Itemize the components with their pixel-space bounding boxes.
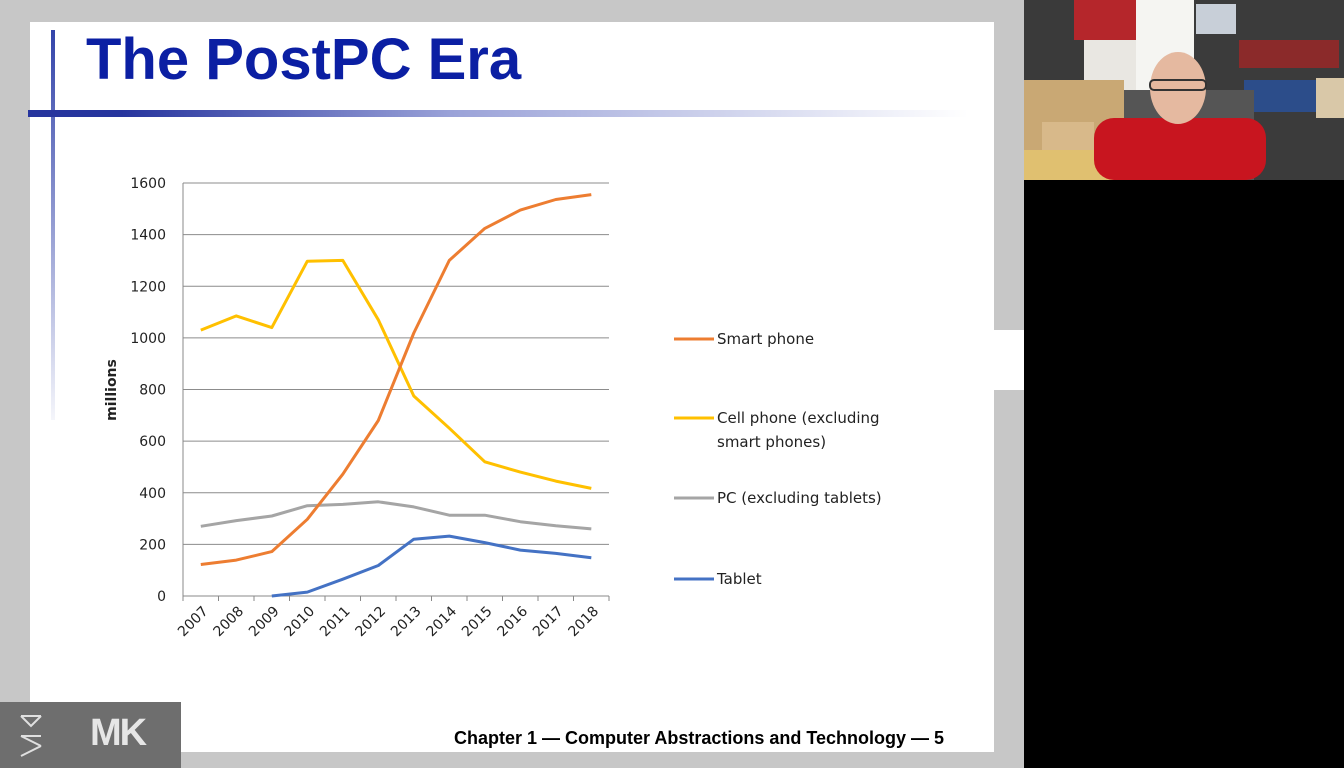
legend-label: Smart phone: [717, 330, 814, 348]
x-tick-label: 2011: [317, 604, 354, 641]
series-line: [200, 258, 592, 490]
x-tick-label: 2012: [353, 604, 390, 641]
publisher-logo: MK: [90, 712, 147, 754]
series-line: [200, 500, 592, 531]
x-tick-label: 2010: [282, 604, 319, 641]
x-tick-label: 2013: [388, 604, 425, 641]
y-tick-label: 1400: [130, 228, 166, 244]
x-tick-label: 2016: [495, 603, 532, 640]
x-tick-label: 2017: [530, 604, 567, 641]
y-tick-label: 1600: [130, 176, 166, 192]
legend-label: Tablet: [716, 570, 762, 588]
line-chart: 0 200 400 600 800 1000 1200 1400 1600 20072008200…: [104, 176, 882, 641]
title-vertical-bar: [51, 30, 55, 420]
slide-footer: Chapter 1 — Computer Abstractions and Te…: [454, 728, 945, 748]
x-tick-label: 2015: [459, 604, 496, 641]
publisher-mark-icon: [20, 715, 42, 757]
title-underline-bar: [28, 110, 968, 117]
legend-label: smart phones): [717, 433, 826, 451]
y-axis-label: millions: [104, 359, 120, 421]
legend-label: Cell phone (excluding: [717, 409, 880, 427]
presenter-video: [1024, 0, 1344, 180]
series-line: [271, 534, 592, 598]
slide-title: The PostPC Era: [86, 27, 522, 92]
y-tick-label: 1000: [130, 331, 166, 347]
y-tick-label: 200: [139, 537, 166, 553]
x-tick-label: 2009: [246, 604, 283, 641]
y-tick-label: 800: [139, 383, 166, 399]
x-tick-label: 2007: [175, 604, 212, 641]
y-tick-label: 400: [139, 486, 166, 502]
presenter-video-frame: [1024, 0, 1344, 180]
y-tick-label: 600: [139, 434, 166, 450]
legend-label: PC (excluding tablets): [717, 489, 882, 507]
x-tick-label: 2014: [424, 603, 461, 640]
x-tick-label: 2018: [566, 604, 603, 641]
slide-edge-strip: [994, 330, 1024, 390]
slide: [30, 22, 994, 752]
series-line: [200, 193, 592, 566]
y-tick-label: 0: [157, 589, 166, 605]
x-tick-label: 2008: [211, 604, 248, 641]
y-tick-label: 1200: [130, 279, 166, 295]
